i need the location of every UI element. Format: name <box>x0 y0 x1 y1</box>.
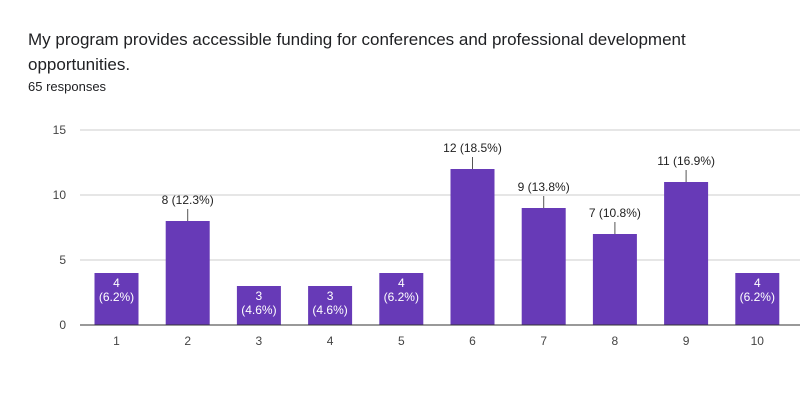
bar <box>735 273 780 325</box>
bar <box>165 221 210 325</box>
bar <box>379 273 424 325</box>
x-axis-ticks: 1 2 3 4 5 6 7 8 9 10 <box>113 334 764 348</box>
x-tick-label: 9 <box>683 334 690 348</box>
x-tick-label: 4 <box>327 334 334 348</box>
x-tick-label: 2 <box>184 334 191 348</box>
x-tick-label: 3 <box>256 334 263 348</box>
x-tick-label: 7 <box>540 334 547 348</box>
y-tick-label: 15 <box>53 123 67 137</box>
data-label: 11 (16.9%) <box>657 154 715 168</box>
data-label: 9 (13.8%) <box>518 180 570 194</box>
bar <box>450 169 495 325</box>
bar <box>592 234 637 325</box>
bar <box>521 208 566 325</box>
x-tick-label: 6 <box>469 334 476 348</box>
data-label: 7 (10.8%) <box>589 206 641 220</box>
data-label: 12 (18.5%) <box>443 141 502 155</box>
bar <box>236 286 281 325</box>
data-label: 3 (4.6%) <box>241 289 276 317</box>
data-label: 4 (6.2%) <box>384 276 419 304</box>
x-tick-label: 1 <box>113 334 120 348</box>
y-tick-label: 0 <box>59 318 66 332</box>
bar <box>308 286 353 325</box>
response-count: 65 responses <box>28 79 107 94</box>
bar <box>94 273 139 325</box>
bar <box>664 182 709 325</box>
data-label: 3 (4.6%) <box>312 289 347 317</box>
data-labels: 4 (6.2%) 8 (12.3%) 3 (4.6%) 3 (4.6%) 4 (6.2%) 12 … <box>99 141 775 317</box>
x-tick-label: 10 <box>751 334 765 348</box>
x-tick-label: 5 <box>398 334 405 348</box>
y-axis-ticks: 0 5 10 15 <box>53 123 67 332</box>
data-label: 4 (6.2%) <box>99 276 134 304</box>
y-tick-label: 10 <box>53 188 67 202</box>
y-tick-label: 5 <box>59 253 66 267</box>
chart-title: My program provides accessible funding f… <box>28 30 686 74</box>
data-label: 8 (12.3%) <box>162 193 214 207</box>
bars <box>94 169 780 325</box>
data-label: 4 (6.2%) <box>740 276 775 304</box>
x-tick-label: 8 <box>612 334 619 348</box>
